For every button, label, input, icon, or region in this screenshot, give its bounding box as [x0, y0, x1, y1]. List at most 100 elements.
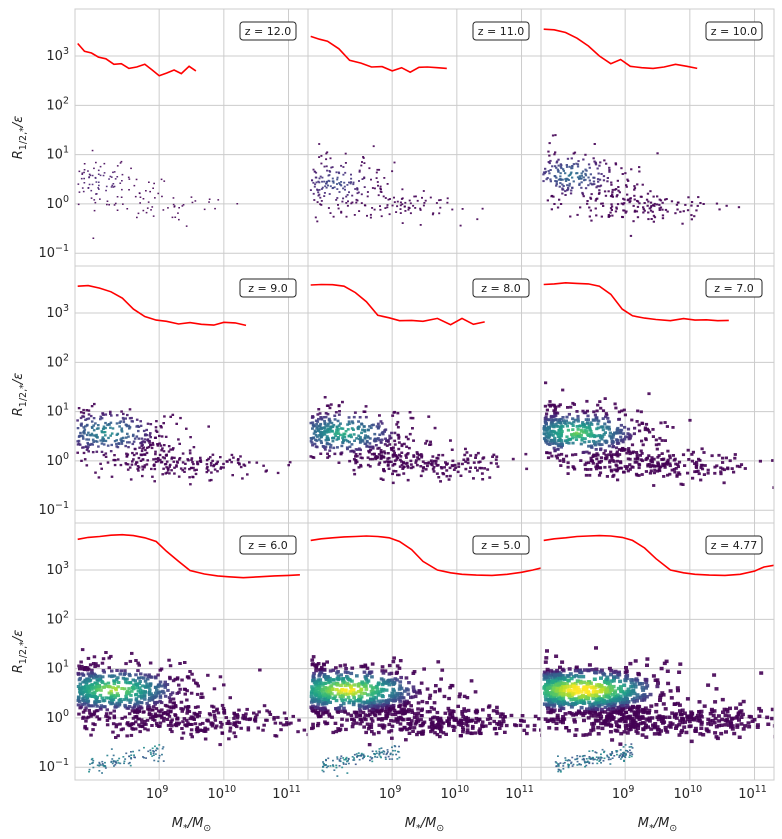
scatter-point [355, 437, 359, 440]
scatter-point [342, 680, 347, 684]
scatter-point [429, 729, 433, 734]
scatter-point [158, 724, 162, 728]
scatter-point [600, 202, 603, 205]
scatter-point [191, 715, 195, 719]
scatter-point [167, 714, 172, 718]
scatter-point [615, 459, 619, 463]
scatter-point [311, 427, 314, 430]
scatter-point [161, 473, 164, 476]
scatter-point [646, 463, 650, 467]
scatter-point [333, 186, 336, 189]
scatter-point [365, 706, 369, 710]
scatter-point [336, 446, 339, 449]
scatter-point [542, 173, 545, 176]
scatter-point [429, 196, 432, 199]
scatter-point [386, 452, 390, 455]
scatter-point [594, 454, 598, 457]
scatter-point [143, 453, 146, 456]
scatter-point [585, 450, 589, 454]
scatter-point [617, 441, 621, 445]
x-tick-label: 1010 [208, 784, 237, 802]
scatter-point [437, 720, 441, 724]
scatter-point [118, 722, 122, 726]
scatter-point [469, 679, 474, 683]
scatter-point-low [356, 756, 358, 758]
scatter-point [364, 687, 369, 691]
scatter-point [354, 714, 359, 719]
scatter-point [120, 716, 124, 720]
scatter-point [377, 184, 379, 187]
scatter-point [406, 466, 410, 469]
scatter-point [618, 453, 622, 456]
scatter-point [722, 707, 727, 712]
scatter-point [228, 696, 232, 700]
scatter-point-low [332, 765, 335, 767]
scatter-point-low [395, 753, 398, 756]
scatter-point [362, 725, 366, 729]
scatter-point [116, 685, 120, 689]
scatter-point [591, 439, 596, 443]
scatter-point [339, 683, 343, 687]
scatter-point [457, 462, 461, 465]
scatter-point [411, 729, 415, 733]
scatter-point [169, 693, 173, 696]
scatter-point [607, 453, 611, 457]
scatter-point [604, 457, 608, 461]
scatter-point [611, 195, 614, 198]
scatter-point [337, 706, 342, 710]
scatter-point [695, 713, 700, 718]
scatter-point [169, 721, 173, 725]
scatter-point-low [128, 761, 131, 764]
scatter-point [352, 683, 357, 687]
scatter-point [437, 687, 442, 692]
scatter-point [542, 429, 547, 432]
scatter-point [94, 698, 99, 702]
scatter-point [168, 700, 172, 704]
scatter-point [134, 692, 139, 696]
scatter-point [642, 206, 645, 209]
scatter-point-low [339, 760, 342, 763]
scatter-point [87, 417, 91, 420]
scatter-point [310, 697, 315, 701]
scatter-point [415, 732, 419, 737]
scatter-point [362, 670, 367, 674]
scatter-point [118, 421, 121, 424]
scatter-point [569, 676, 574, 681]
scatter-point [581, 409, 585, 413]
scatter-point [415, 717, 420, 721]
scatter-point [296, 730, 300, 734]
scatter-point [622, 683, 627, 687]
scatter-point-low [333, 769, 336, 771]
scatter-point [581, 170, 585, 173]
scatter-point [311, 674, 316, 678]
scatter-point [173, 723, 178, 727]
scatter-point [177, 475, 181, 478]
scatter-point [125, 690, 129, 694]
scatter-point [417, 689, 422, 693]
scatter-point [319, 427, 323, 430]
scatter-point [406, 437, 410, 441]
scatter-point [589, 421, 593, 425]
scatter-point [136, 216, 138, 219]
scatter-point [324, 415, 328, 419]
scatter-point [149, 432, 152, 435]
scatter-point [219, 725, 223, 729]
scatter-point [589, 196, 592, 199]
scatter-point [557, 158, 560, 161]
scatter-point [708, 719, 713, 723]
scatter-point [331, 166, 334, 168]
scatter-point [393, 201, 396, 203]
scatter-point [608, 170, 611, 173]
scatter-point [380, 432, 384, 435]
scatter-point [121, 188, 123, 191]
grid [75, 523, 308, 780]
scatter-point [436, 463, 440, 467]
scatter-point [666, 458, 670, 462]
scatter-point [325, 441, 329, 445]
scatter-point [228, 726, 233, 730]
scatter-point [117, 703, 122, 707]
scatter-point [148, 441, 151, 444]
scatter-point [362, 425, 366, 428]
grid [75, 9, 308, 266]
scatter-point [119, 728, 124, 732]
